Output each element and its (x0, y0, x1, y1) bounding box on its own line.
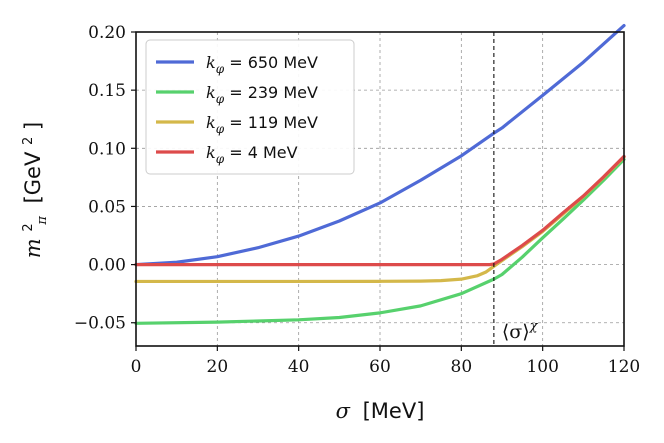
y-tick-label: 0.20 (88, 23, 126, 43)
y-axis-unit-sup: 2 (21, 137, 36, 145)
x-axis-unit: [MeV] (363, 399, 425, 423)
legend-entry-symbol: k (206, 83, 216, 102)
x-axis-symbol: σ (336, 399, 351, 423)
ticks: 0 20 40 60 80 100 120 −0.05 0.00 0.05 0.10 0.15 0.20 (74, 23, 640, 377)
series-line-3 (134, 154, 626, 267)
y-tick-label: 0.00 (88, 256, 126, 276)
legend-entry-sub: φ (216, 92, 225, 106)
legend-entry-sub: φ (216, 62, 225, 76)
y-axis-unit-post: ] (21, 122, 45, 130)
y-axis-symbol-sup: 2 (21, 223, 36, 231)
y-axis-symbol: m (21, 238, 45, 258)
x-tick-label: 20 (207, 357, 229, 377)
legend-entry-0: kφ = 650 MeV (206, 53, 318, 76)
legend-entry-sub: φ (216, 122, 225, 136)
vline-label: ⟨σ⟩χ (502, 319, 539, 343)
legend-entry-value: = 239 MeV (224, 83, 318, 102)
vline-label-sup: χ (529, 319, 539, 334)
x-tick-label: 100 (526, 357, 558, 377)
legend-entry-1: kφ = 239 MeV (206, 83, 318, 106)
x-tick-label: 60 (369, 357, 391, 377)
legend-entry-value: = 4 MeV (224, 143, 297, 162)
y-tick-label: −0.05 (74, 314, 126, 334)
y-tick-label: 0.10 (88, 139, 126, 159)
vline-label-main: ⟨σ⟩ (502, 321, 530, 343)
reference-line-layer: ⟨σ⟩χ (493, 32, 539, 346)
legend-entry-value: = 650 MeV (224, 53, 318, 72)
y-axis-symbol-sub: π (35, 216, 50, 226)
y-tick-label: 0.05 (88, 197, 126, 217)
x-tick-label: 80 (451, 357, 473, 377)
legend-entry-value: = 119 MeV (224, 113, 318, 132)
legend-entry-3: kφ = 4 MeV (206, 143, 298, 166)
x-axis-label: σ [MeV] (336, 399, 425, 423)
y-tick-label: 0.15 (88, 81, 126, 101)
y-axis-unit-pre: [GeV (21, 151, 45, 203)
legend-entry-symbol: k (206, 113, 216, 132)
x-tick-label: 40 (288, 357, 310, 377)
y-axis-label: m 2 π [GeV 2 ] (13, 122, 51, 258)
legend-entry-2: kφ = 119 MeV (206, 113, 318, 136)
legend-entry-symbol: k (206, 143, 216, 162)
legend-box (145, 39, 355, 175)
x-tick-label: 120 (608, 357, 640, 377)
legend-entry-symbol: k (206, 53, 216, 72)
x-tick-label: 0 (131, 357, 142, 377)
legend-entry-sub: φ (216, 152, 225, 166)
series-line-0 (134, 24, 626, 267)
